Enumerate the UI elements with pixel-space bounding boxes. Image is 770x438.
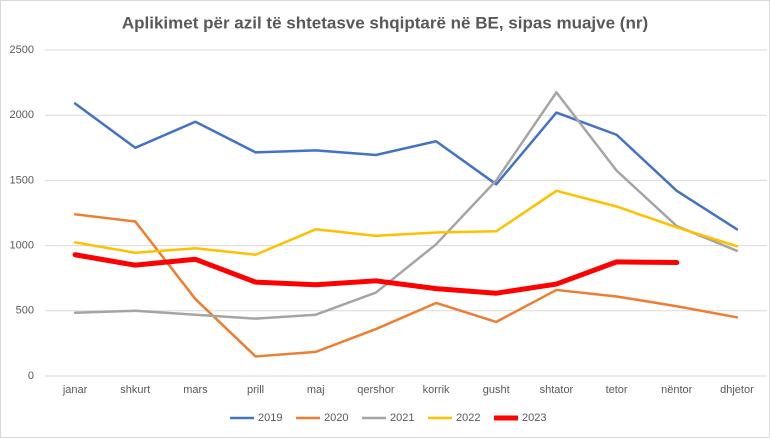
legend-label: 2023	[522, 412, 546, 424]
y-tick-label: 1000	[10, 240, 34, 252]
x-tick-label: shkurt	[120, 384, 150, 396]
x-tick-label: tetor	[606, 384, 628, 396]
x-tick-label: maj	[307, 384, 325, 396]
x-tick-label: mars	[183, 384, 208, 396]
series-line	[72, 252, 680, 296]
legend-label: 2019	[258, 412, 282, 424]
y-tick-label: 2500	[10, 44, 34, 56]
series-line	[73, 91, 739, 320]
x-tick-label: dhjetor	[720, 384, 754, 396]
y-tick-label: 2000	[10, 109, 34, 121]
x-tick-label: nëntor	[661, 384, 693, 396]
y-tick-label: 500	[16, 305, 34, 317]
legend-label: 2020	[324, 412, 348, 424]
y-tick-label: 0	[28, 370, 34, 382]
x-tick-label: shtator	[540, 384, 574, 396]
legend-label: 2021	[390, 412, 414, 424]
y-tick-label: 1500	[10, 174, 34, 186]
x-tick-label: prill	[247, 384, 264, 396]
chart-title: Aplikimet për azil të shtetasve shqiptar…	[122, 13, 648, 32]
x-tick-label: qershor	[357, 384, 395, 396]
series-line	[73, 213, 739, 358]
series-line	[73, 102, 739, 231]
x-tick-label: janar	[62, 384, 88, 396]
series-line	[73, 189, 739, 256]
x-tick-label: korrik	[423, 384, 450, 396]
legend-label: 2022	[456, 412, 480, 424]
x-tick-label: gusht	[483, 384, 510, 396]
